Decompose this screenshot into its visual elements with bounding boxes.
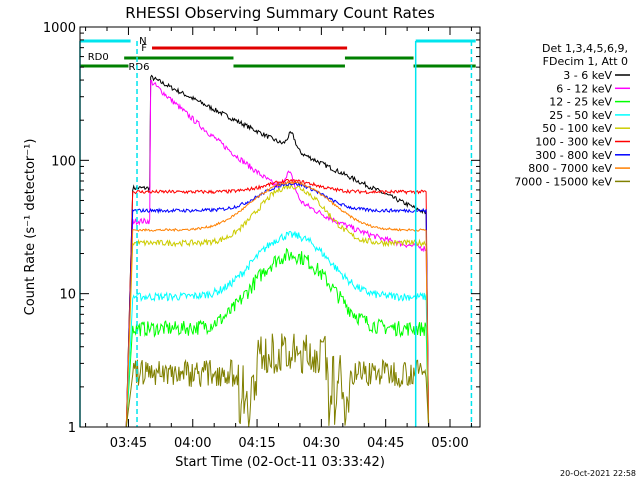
x-tick-label: 04:15 (238, 436, 275, 451)
series-lines (125, 74, 430, 428)
x-tick-label: 04:45 (367, 436, 404, 451)
x-tick-label: 03:45 (110, 436, 147, 451)
series-line-5 (125, 182, 430, 428)
series-line-7 (125, 181, 430, 428)
legend-label: 3 - 6 keV (563, 69, 612, 82)
y-tick-label: 1 (68, 421, 76, 436)
legend-header-line-1: Det 1,3,4,5,6,9, (542, 42, 628, 55)
flag-label-f: F (141, 43, 147, 54)
legend: Det 1,3,4,5,6,9, FDecim 1, Att 0 3 - 6 k… (514, 42, 630, 188)
x-tick-label: 04:30 (303, 436, 340, 451)
footer-date: 20-Oct-2021 22:58 (560, 469, 636, 478)
series-line-6 (125, 178, 430, 428)
series-line-4 (125, 230, 430, 428)
chart-title: RHESSI Observing Summary Count Rates (125, 4, 435, 22)
legend-label: 25 - 50 keV (549, 109, 612, 122)
series-line-1 (125, 74, 430, 428)
legend-label: 100 - 300 keV (535, 136, 612, 149)
series-line-9 (125, 333, 430, 428)
legend-label: 50 - 100 keV (542, 122, 612, 135)
boundary-lines (79, 41, 473, 427)
y-tick-label: 100 (51, 154, 76, 169)
x-tick-label: 04:00 (174, 436, 211, 451)
legend-header-line-2: FDecim 1, Att 0 (543, 55, 628, 68)
series-line-3 (125, 247, 430, 428)
x-tick-label: 05:00 (431, 436, 468, 451)
plot-frame (79, 26, 481, 428)
flag-label-rd0: RD0 (88, 52, 109, 63)
y-axis-label: Count Rate (s⁻¹ detector⁻¹) (23, 139, 38, 316)
plot-area: NF RD0 RD6 1 10 100 1000 03:45 04:00 04:15 04:30… (43, 21, 481, 451)
y-tick-label: 10 (59, 288, 76, 303)
flag-label-rd6: RD6 (128, 62, 149, 73)
y-tick-label: 1000 (43, 21, 76, 36)
legend-label: 6 - 12 keV (556, 82, 612, 95)
y-axis: 1 10 100 1000 (43, 21, 480, 436)
legend-label: 800 - 7000 keV (528, 162, 612, 175)
legend-label: 7000 - 15000 keV (514, 175, 612, 188)
x-axis-label: Start Time (02-Oct-11 03:33:42) (175, 455, 385, 470)
x-axis: 03:45 04:00 04:15 04:30 04:45 05:00 (85, 27, 472, 451)
flag-bars: NF RD0 RD6 (80, 36, 476, 73)
series-line-8 (125, 180, 430, 428)
legend-label: 12 - 25 keV (549, 96, 612, 109)
flag-label-n: N (139, 36, 146, 47)
legend-label: 300 - 800 keV (535, 149, 612, 162)
